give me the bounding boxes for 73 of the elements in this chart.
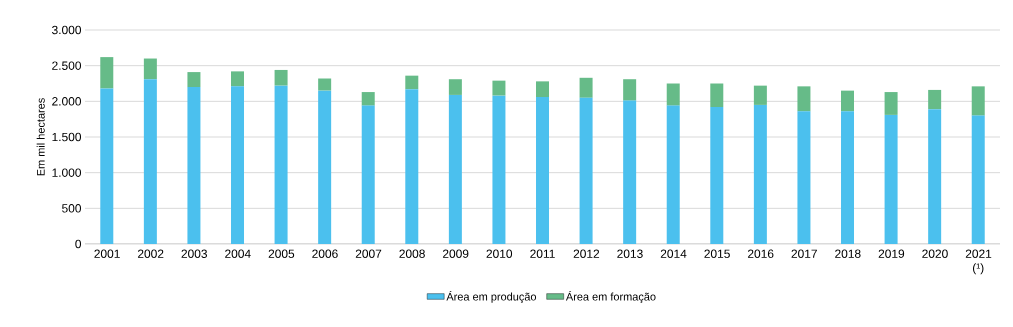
bar — [841, 90, 855, 112]
x-tick-label: 2017 — [791, 249, 817, 258]
bar — [318, 90, 332, 244]
y-tick-label: 1.000 — [52, 168, 82, 177]
bar — [536, 97, 550, 244]
y-axis-title: Em mil hectares — [36, 98, 45, 176]
bar — [448, 94, 462, 244]
x-tick-label: 2021 (¹) — [965, 249, 992, 275]
bar — [187, 87, 201, 244]
x-tick-label: 2005 — [268, 249, 295, 258]
bar — [100, 57, 114, 89]
x-tick-label: 2001 — [94, 249, 120, 258]
bar — [884, 92, 898, 115]
y-tick-label: 500 — [62, 204, 82, 213]
x-tick-label: 2008 — [399, 249, 425, 258]
bar — [797, 86, 811, 112]
bar — [143, 58, 157, 80]
bar — [231, 71, 245, 87]
x-tick-label: 2014 — [660, 249, 687, 258]
bar — [666, 83, 680, 106]
bar — [666, 105, 680, 244]
bar — [928, 89, 942, 110]
legend-label: Área em produção — [446, 290, 537, 303]
y-tick-label: 2.000 — [52, 97, 82, 106]
bar — [361, 92, 375, 106]
y-tick-label: 1.500 — [52, 132, 82, 142]
bar — [710, 107, 724, 244]
bar — [884, 114, 898, 244]
bar — [492, 80, 506, 96]
x-tick-label: 2010 — [486, 249, 513, 258]
x-tick-label: 2004 — [225, 249, 251, 258]
y-tick-label: 3.000 — [52, 25, 82, 35]
bar — [405, 89, 419, 244]
bar — [579, 97, 593, 244]
bar — [579, 77, 593, 98]
x-tick-label: 2013 — [617, 249, 643, 258]
bar — [492, 95, 506, 244]
bar — [231, 86, 245, 244]
bar — [536, 81, 550, 98]
bar — [710, 83, 724, 108]
x-tick-label: 2002 — [137, 249, 164, 258]
bar — [187, 72, 201, 88]
bar — [100, 88, 114, 244]
x-tick-label: 2015 — [704, 249, 730, 258]
legend-label: Área em formação — [565, 290, 656, 303]
bar — [971, 86, 985, 116]
bar — [928, 109, 942, 244]
bar — [448, 79, 462, 95]
bar — [274, 69, 288, 86]
y-tick-label: 0 — [75, 239, 82, 249]
x-tick-label: 2018 — [835, 249, 861, 258]
bar — [753, 85, 767, 105]
x-tick-label: 2011 — [530, 249, 555, 258]
x-tick-label: 2016 — [747, 249, 774, 258]
x-tick-label: 2006 — [312, 249, 338, 258]
bar — [797, 111, 811, 244]
bar — [318, 78, 332, 91]
x-tick-label: 2007 — [355, 249, 382, 258]
bar — [753, 104, 767, 244]
x-tick-label: 2012 — [573, 249, 600, 258]
bar — [405, 75, 419, 90]
x-tick-label: 2019 — [878, 249, 905, 258]
bar — [623, 79, 637, 101]
x-tick-label: 2020 — [922, 249, 948, 258]
bar — [841, 111, 855, 244]
bar — [623, 100, 637, 244]
bar — [274, 85, 288, 244]
x-tick-label: 2009 — [442, 249, 469, 258]
bar — [971, 115, 985, 244]
x-tick-label: 2003 — [181, 249, 207, 258]
bar — [143, 79, 157, 244]
y-tick-label: 2.500 — [52, 61, 82, 70]
bar — [361, 105, 375, 244]
